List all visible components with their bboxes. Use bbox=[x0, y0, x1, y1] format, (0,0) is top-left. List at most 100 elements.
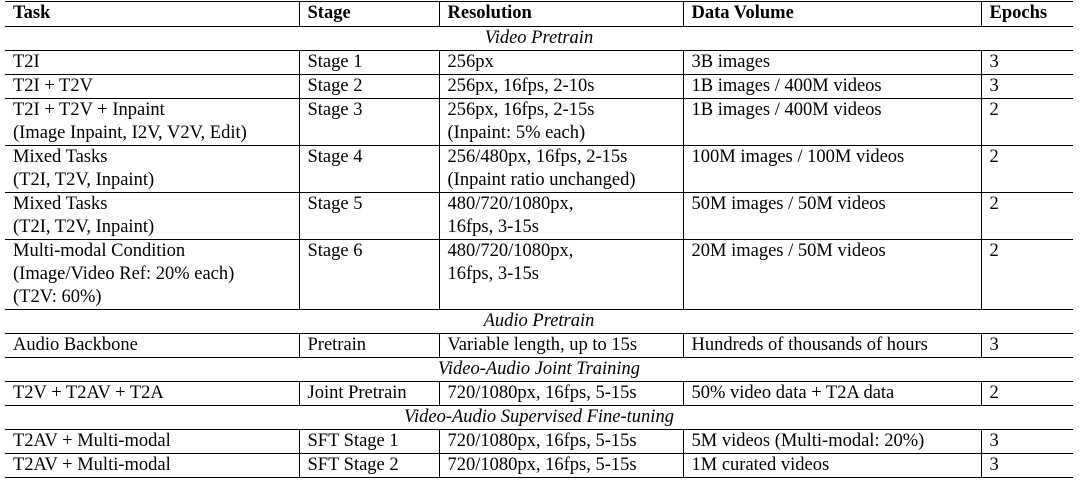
header-task: Task bbox=[5, 1, 299, 27]
task-cell: T2AV + Multi-modal bbox=[5, 453, 299, 478]
data-volume-cell: 3B images bbox=[682, 50, 981, 75]
section-header-row: Video Pretrain bbox=[5, 26, 1073, 51]
epochs-cell: 3 bbox=[980, 333, 1073, 358]
resolution-cell: 720/1080px, 16fps, 5-15s bbox=[438, 429, 683, 454]
header-stage: Stage bbox=[298, 1, 439, 27]
resolution-cell: 256px, 16fps, 2-10s bbox=[438, 74, 683, 99]
epochs-cell: 2 bbox=[980, 239, 1073, 310]
resolution-cell-line: 720/1080px, 16fps, 5-15s bbox=[447, 431, 637, 451]
resolution-cell-line: 256/480px, 16fps, 2-15s bbox=[447, 147, 628, 167]
resolution-cell-line: 256px, 16fps, 2-15s bbox=[447, 100, 595, 120]
stage-cell: Stage 3 bbox=[298, 98, 439, 146]
header-resolution: Resolution bbox=[438, 1, 683, 27]
epochs-cell: 2 bbox=[980, 381, 1073, 406]
task-cell-line: Mixed Tasks bbox=[13, 194, 108, 214]
epochs-cell: 3 bbox=[980, 74, 1073, 99]
table-row: T2I + T2V Stage 2 256px, 16fps, 2-10s 1B im… bbox=[5, 74, 1073, 99]
resolution-cell-line: 480/720/1080px, bbox=[447, 194, 574, 214]
task-cell: T2AV + Multi-modal bbox=[5, 429, 299, 454]
resolution-cell-line: 256px, 16fps, 2-10s bbox=[447, 76, 595, 96]
epochs-cell: 3 bbox=[980, 453, 1073, 478]
data-volume-cell: 1B images / 400M videos bbox=[682, 98, 981, 146]
table-row: T2AV + Multi-modal SFT Stage 2 720/1080px,… bbox=[5, 453, 1073, 478]
stage-cell: Stage 4 bbox=[298, 145, 439, 193]
resolution-cell-line: 720/1080px, 16fps, 5-15s bbox=[447, 383, 637, 403]
section-title: Video Pretrain bbox=[5, 26, 1073, 51]
table-row: Multi-modal Condition (Image/Video Ref: 2… bbox=[5, 239, 1073, 310]
data-volume-cell: 5M videos (Multi-modal: 20%) bbox=[682, 429, 981, 454]
stage-cell: SFT Stage 1 bbox=[298, 429, 439, 454]
section-header-row: Video-Audio Joint Training bbox=[5, 357, 1073, 382]
task-cell-line: Multi-modal Condition bbox=[13, 241, 186, 261]
data-volume-cell: 1B images / 400M videos bbox=[682, 74, 981, 99]
task-cell-line: Audio Backbone bbox=[13, 335, 138, 355]
task-cell: Mixed Tasks (T2I, T2V, Inpaint) bbox=[5, 192, 299, 240]
header-data-volume: Data Volume bbox=[682, 1, 981, 27]
section-header-row: Video-Audio Supervised Fine-tuning bbox=[5, 405, 1073, 430]
resolution-cell: 480/720/1080px, 16fps, 3-15s bbox=[438, 239, 683, 310]
table-row: T2I Stage 1 256px 3B images 3 bbox=[5, 50, 1073, 75]
task-cell: Audio Backbone bbox=[5, 333, 299, 358]
table-row: T2AV + Multi-modal SFT Stage 1 720/1080px,… bbox=[5, 429, 1073, 454]
resolution-cell-line: 16fps, 3-15s bbox=[447, 264, 539, 284]
epochs-cell: 3 bbox=[980, 429, 1073, 454]
task-cell: Multi-modal Condition (Image/Video Ref: 2… bbox=[5, 239, 299, 310]
resolution-cell-line: (Inpaint ratio unchanged) bbox=[447, 170, 636, 190]
task-cell-line: T2AV + Multi-modal bbox=[13, 431, 171, 451]
task-cell-line: T2I + T2V bbox=[13, 76, 93, 96]
task-cell: T2V + T2AV + T2A bbox=[5, 381, 299, 406]
data-volume-cell: 100M images / 100M videos bbox=[682, 145, 981, 193]
stage-cell: Pretrain bbox=[298, 333, 439, 358]
resolution-cell: 256px, 16fps, 2-15s (Inpaint: 5% each) bbox=[438, 98, 683, 146]
resolution-cell: 256/480px, 16fps, 2-15s (Inpaint ratio un… bbox=[438, 145, 683, 193]
task-cell-line: T2V + T2AV + T2A bbox=[13, 383, 164, 403]
resolution-cell-line: 720/1080px, 16fps, 5-15s bbox=[447, 455, 637, 475]
resolution-cell-line: 16fps, 3-15s bbox=[447, 217, 539, 237]
task-cell-line: (T2V: 60%) bbox=[13, 287, 102, 307]
table-header: Task Stage Resolution Data Volume Epochs bbox=[5, 1, 1073, 27]
section-header-row: Audio Pretrain bbox=[5, 309, 1073, 334]
epochs-cell: 2 bbox=[980, 145, 1073, 193]
task-cell-line: T2AV + Multi-modal bbox=[13, 455, 171, 475]
task-cell-line: Mixed Tasks bbox=[13, 147, 108, 167]
task-cell-line: T2I + T2V + Inpaint bbox=[13, 100, 165, 120]
resolution-cell: 256px bbox=[438, 50, 683, 75]
table-row: Mixed Tasks (T2I, T2V, Inpaint) Stage 5 480… bbox=[5, 192, 1073, 240]
section-title: Audio Pretrain bbox=[5, 309, 1073, 334]
resolution-cell-line: 256px bbox=[447, 52, 494, 72]
resolution-cell: 720/1080px, 16fps, 5-15s bbox=[438, 453, 683, 478]
data-volume-cell: 1M curated videos bbox=[682, 453, 981, 478]
task-cell-line: (Image/Video Ref: 20% each) bbox=[13, 264, 235, 284]
table-row: Audio Backbone Pretrain Variable length, u… bbox=[5, 333, 1073, 358]
data-volume-cell: 20M images / 50M videos bbox=[682, 239, 981, 310]
data-volume-cell: 50% video data + T2A data bbox=[682, 381, 981, 406]
stage-cell: Stage 1 bbox=[298, 50, 439, 75]
task-cell-line: (Image Inpaint, I2V, V2V, Edit) bbox=[13, 123, 247, 143]
table-row: T2I + T2V + Inpaint (Image Inpaint, I2V, … bbox=[5, 98, 1073, 146]
table-row: T2V + T2AV + T2A Joint Pretrain 720/1080px… bbox=[5, 381, 1073, 406]
task-cell-line: (T2I, T2V, Inpaint) bbox=[13, 217, 155, 237]
resolution-cell: 480/720/1080px, 16fps, 3-15s bbox=[438, 192, 683, 240]
data-volume-cell: Hundreds of thousands of hours bbox=[682, 333, 981, 358]
resolution-cell-line: Variable length, up to 15s bbox=[447, 335, 638, 355]
task-cell: Mixed Tasks (T2I, T2V, Inpaint) bbox=[5, 145, 299, 193]
epochs-cell: 3 bbox=[980, 50, 1073, 75]
table-row: Mixed Tasks (T2I, T2V, Inpaint) Stage 4 256… bbox=[5, 145, 1073, 193]
resolution-cell-line: 480/720/1080px, bbox=[447, 241, 574, 261]
resolution-cell: Variable length, up to 15s bbox=[438, 333, 683, 358]
resolution-cell: 720/1080px, 16fps, 5-15s bbox=[438, 381, 683, 406]
task-cell-line: (T2I, T2V, Inpaint) bbox=[13, 170, 155, 190]
training-stages-table: Task Stage Resolution Data Volume Epochs… bbox=[5, 1, 1073, 478]
header-epochs: Epochs bbox=[980, 1, 1073, 27]
stage-cell: Stage 5 bbox=[298, 192, 439, 240]
task-cell: T2I + T2V + Inpaint (Image Inpaint, I2V, … bbox=[5, 98, 299, 146]
stage-cell: Joint Pretrain bbox=[298, 381, 439, 406]
resolution-cell-line: (Inpaint: 5% each) bbox=[447, 123, 586, 143]
task-cell-line: T2I bbox=[13, 52, 40, 72]
task-cell: T2I bbox=[5, 50, 299, 75]
epochs-cell: 2 bbox=[980, 98, 1073, 146]
epochs-cell: 2 bbox=[980, 192, 1073, 240]
task-cell: T2I + T2V bbox=[5, 74, 299, 99]
stage-cell: Stage 2 bbox=[298, 74, 439, 99]
data-volume-cell: 50M images / 50M videos bbox=[682, 192, 981, 240]
